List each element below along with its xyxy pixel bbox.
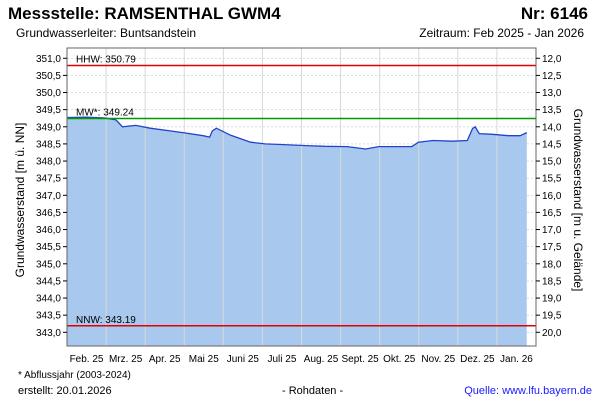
y-tick-label: 344,5 [36,276,61,287]
x-tick-label: Jan. 26 [500,354,533,365]
y2-tick-label: 14,5 [542,139,562,150]
x-tick-label: Okt. 25 [383,354,416,365]
y2-tick-label: 12,0 [542,54,562,65]
y-tick-label: 349,0 [36,122,61,133]
y-tick-label: 343,0 [36,328,61,339]
y2-tick-label: 16,0 [542,191,562,202]
x-tick-label: Aug. 25 [304,354,339,365]
y2-tick-label: 12,5 [542,71,562,82]
y2-tick-label: 15,5 [542,174,562,185]
groundwater-line [66,116,528,150]
reference-label: NNW: 343.19 [76,315,136,326]
groundwater-area [67,117,527,346]
y-tick-label: 347,5 [36,174,61,185]
y-tick-label: 345,5 [36,242,61,253]
aquifer-label: Grundwasserleiter: Buntsandstein [16,26,197,40]
footnote: * Abflussjahr (2003-2024) [18,370,131,381]
created-date: erstellt: 20.01.2026 [18,385,112,397]
y2-tick-label: 17,0 [542,225,562,236]
plot-frame [66,47,537,347]
raw-data-note: - Rohdaten - [282,385,344,397]
page-title: Messstelle: RAMSENTHAL GWM4 [8,4,281,23]
y-tick-label: 344,0 [36,294,61,305]
x-tick-label: Apr. 25 [149,354,181,365]
y-tick-label: 350,5 [36,71,61,82]
y-axis-left-label: Grundwasserstand [m ü. NN] [13,122,27,278]
y-tick-label: 348,0 [36,157,61,168]
y2-tick-label: 15,0 [542,157,562,168]
y2-tick-label: 20,0 [542,328,562,339]
x-tick-label: Nov. 25 [421,354,455,365]
x-tick-label: Juli 25 [268,354,297,365]
x-tick-label: Juni 25 [227,354,260,365]
y2-tick-label: 18,5 [542,276,562,287]
x-tick-label: Mrz. 25 [109,354,143,365]
y2-tick-label: 13,0 [542,88,562,99]
y-tick-label: 346,0 [36,225,61,236]
x-tick-label: Feb. 25 [70,354,104,365]
y-tick-label: 349,5 [36,105,61,116]
y2-tick-label: 16,5 [542,208,562,219]
y-axis-right-label: Grundwasserstand [m u. Gelände] [571,108,585,292]
y2-tick-label: 19,5 [542,311,562,322]
y-tick-label: 347,0 [36,191,61,202]
y2-tick-label: 13,5 [542,105,562,116]
y2-tick-label: 19,0 [542,294,562,305]
y2-tick-label: 18,0 [542,259,562,270]
reference-label: HHW: 350.79 [76,54,136,65]
y-tick-label: 350,0 [36,88,61,99]
reference-label: MW*: 349.24 [76,108,134,119]
y-tick-label: 351,0 [36,54,61,65]
y-tick-label: 345,0 [36,259,61,270]
x-tick-label: Sept. 25 [341,354,379,365]
y-tick-label: 343,5 [36,311,61,322]
y2-tick-label: 14,0 [542,122,562,133]
x-tick-label: Dez. 25 [460,354,495,365]
period-label: Zeitraum: Feb 2025 - Jan 2026 [419,26,584,40]
y-tick-label: 346,5 [36,208,61,219]
station-number: Nr: 6146 [520,4,588,23]
y2-tick-label: 17,5 [542,242,562,253]
x-tick-label: Mai 25 [189,354,219,365]
source-link[interactable]: Quelle: www.lfu.bayern.de [464,385,592,397]
y-tick-label: 348,5 [36,139,61,150]
